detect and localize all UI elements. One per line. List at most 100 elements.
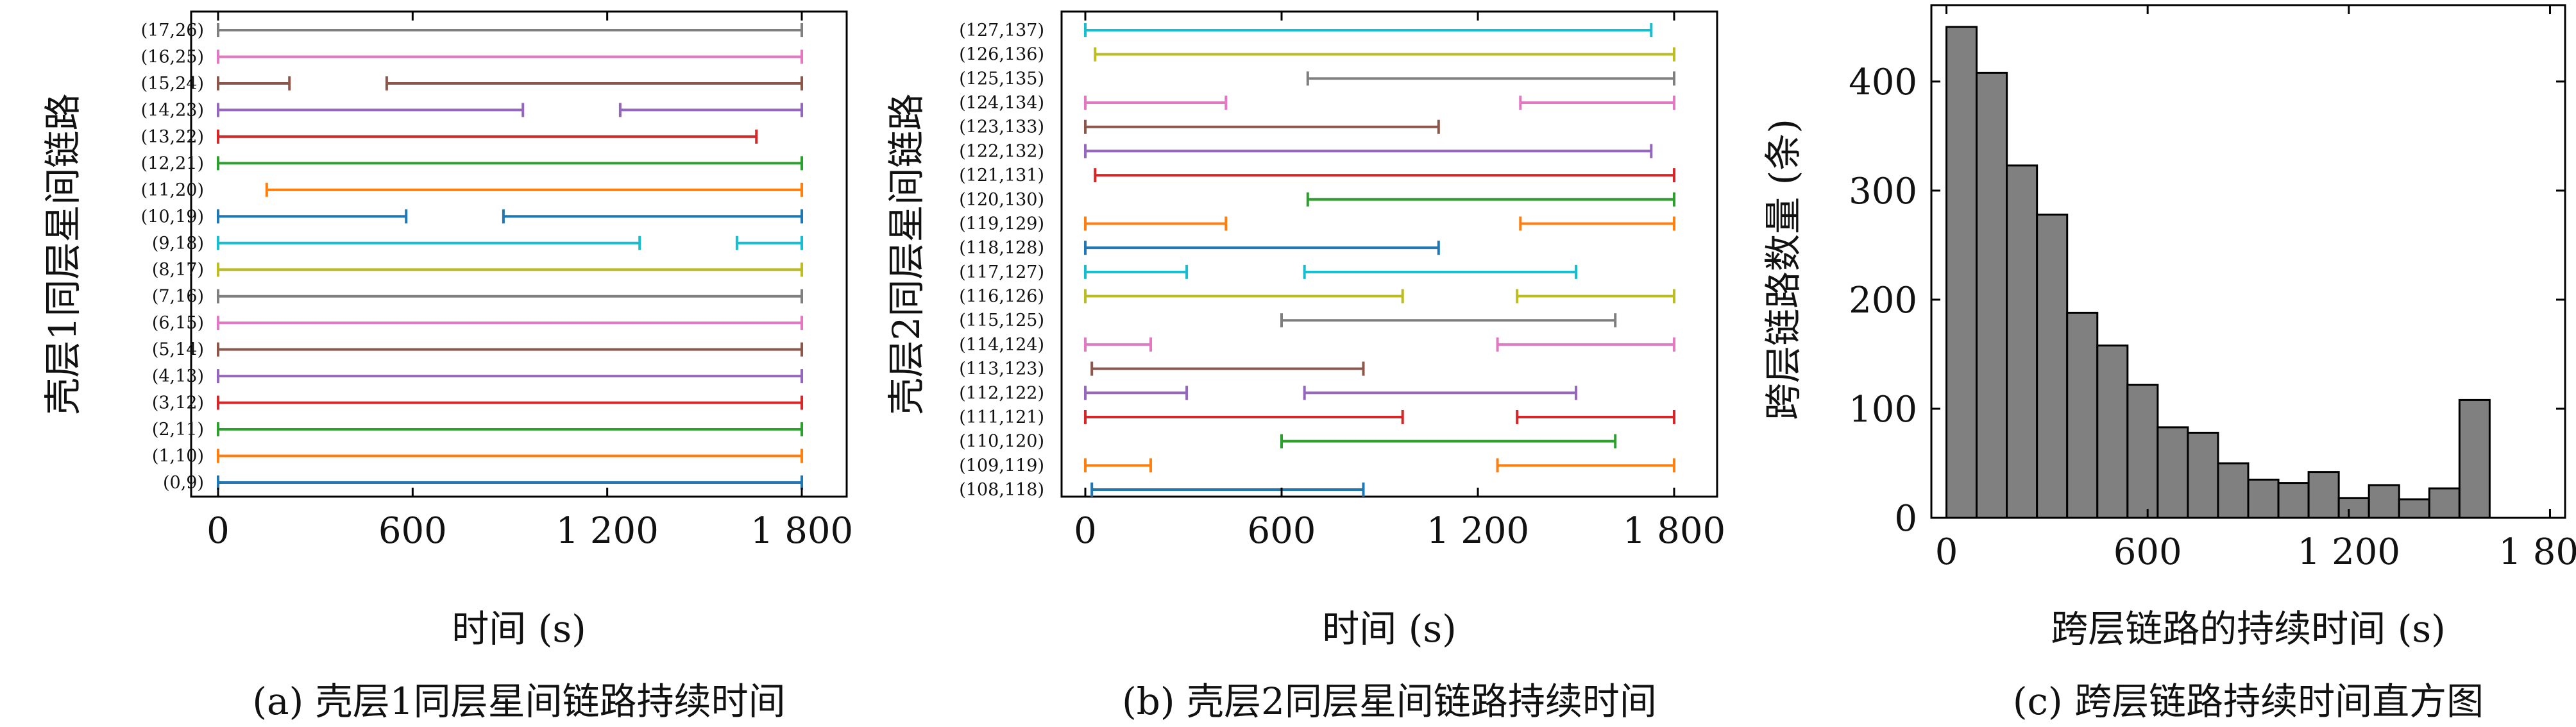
link-interval [217,422,803,437]
histogram-bar [2428,487,2461,519]
x-tick-label: 1 200 [1427,510,1529,552]
link-interval [502,209,803,224]
x-tick-label: 0 [1074,510,1097,552]
lane-label: (5,14) [152,340,204,360]
panel-a-x-axis-title: 时间 (s) [452,607,586,651]
link-interval [1496,458,1675,473]
lane-label: (118,128) [959,238,1044,258]
lane-label: (124,134) [959,93,1044,113]
x-tick-label: 0 [207,510,230,552]
link-interval [1090,361,1365,376]
link-interval [217,449,803,463]
link-interval [1090,483,1365,497]
panel-c-bars [1945,26,2491,519]
link-interval [217,262,803,277]
lane-label: (119,129) [959,214,1044,234]
panel-c-x-axis-title: 跨层链路的持续时间 (s) [2051,607,2445,651]
histogram-bar [2277,482,2310,519]
histogram-bar [2247,479,2280,519]
panel-c-caption: (c) 跨层链路持续时间直方图 [2013,680,2484,723]
lane-label: (6,15) [152,313,204,333]
histogram-bar [2398,498,2430,519]
link-interval [1516,409,1675,424]
histogram-bar [2036,213,2069,519]
link-interval [217,475,803,490]
y-tick-label: 400 [1849,62,1917,103]
link-interval [217,76,291,90]
lane-label: (114,124) [959,335,1044,355]
x-tick-label: 0 [1935,531,1958,573]
histogram-bar [1976,71,2008,519]
histogram-bar [2217,462,2250,519]
link-interval [1084,386,1189,400]
histogram-bar [2187,431,2219,519]
link-interval [1303,264,1577,279]
lane-label: (17,26) [141,21,204,40]
link-interval [1519,216,1675,231]
lane-label: (3,12) [152,393,204,413]
lane-label: (127,137) [959,21,1044,40]
y-tick-label: 200 [1849,280,1917,321]
lane-label: (117,127) [959,262,1044,282]
link-interval [618,103,803,117]
link-interval [1084,458,1152,473]
panel-a-link-duration-shell-1: (17,26) (16,25) (15,24) (14,23) (13,22) (12,2… [41,10,853,723]
lane-label: (7,16) [152,287,204,307]
link-interval [217,49,803,64]
link-interval [1084,289,1404,304]
link-interval [1306,192,1675,207]
link-interval [217,156,803,171]
link-interval [1084,23,1653,37]
histogram-bar [2157,426,2189,519]
link-interval [1306,71,1675,86]
lane-label: (108,118) [959,480,1044,500]
lane-label: (2,11) [152,420,204,440]
histogram-bar [2006,164,2038,519]
lane-label: (8,17) [152,260,204,280]
link-interval [1084,119,1440,134]
link-interval [217,395,803,410]
lane-label: (126,136) [959,45,1044,65]
panel-b-x-axis-title: 时间 (s) [1322,607,1456,651]
panel-a-x-ticks: 0 600 1 200 1 800 [207,12,853,552]
lane-label: (11,20) [141,180,204,200]
panel-c-y-axis-title: 跨层链路数量 (条) [1761,119,1805,420]
link-interval [1084,409,1404,424]
x-tick-label: 600 [1248,510,1316,552]
link-interval [217,129,758,144]
panel-c-x-ticks: 0 600 1 200 1 800 [1935,5,2576,573]
panel-a-plot-frame [190,10,848,498]
lane-label: (125,135) [959,69,1044,89]
lane-label: (110,120) [959,432,1044,452]
lane-label: (112,122) [959,383,1044,403]
link-interval [1516,289,1675,304]
panel-b-x-ticks: 0 600 1 200 1 800 [1074,12,1725,552]
panel-c-plot-frame [1930,4,2566,519]
panel-b-lanes: (127,137) (126,136) (125,135) (124,134) (123… [959,21,1675,500]
panel-a-caption: (a) 壳层1同层星间链路持续时间 [252,680,785,723]
link-interval [1519,96,1675,110]
histogram-bar [2307,471,2340,519]
x-tick-label: 600 [2114,531,2182,573]
panel-c-y-ticks: 0 100 200 300 400 [1849,62,2565,540]
x-tick-label: 1 200 [556,510,659,552]
panel-b-link-duration-shell-2: (127,137) (126,136) (125,135) (124,134) (123… [885,10,1725,723]
lane-label: (123,133) [959,117,1044,137]
lane-label: (111,121) [959,407,1044,427]
lane-label: (13,22) [141,127,204,147]
link-interval [1084,144,1653,158]
link-interval [1084,337,1152,352]
panel-a-y-axis-title: 壳层1同层星间链路 [41,94,85,415]
histogram-bar [2096,344,2129,519]
lane-label: (113,123) [959,359,1044,379]
histogram-bar [2066,311,2099,519]
panel-c-cross-layer-histogram: 0 600 1 200 1 800 0 100 200 300 400 跨层链路的持续时间 (… [1761,4,2576,723]
link-interval [1094,47,1675,62]
link-interval [217,209,408,224]
link-interval [265,182,803,197]
link-interval [217,342,803,357]
x-tick-label: 1 800 [2498,531,2576,573]
lane-label: (10,19) [141,207,204,227]
link-interval [1094,168,1675,183]
y-tick-label: 300 [1849,171,1917,212]
